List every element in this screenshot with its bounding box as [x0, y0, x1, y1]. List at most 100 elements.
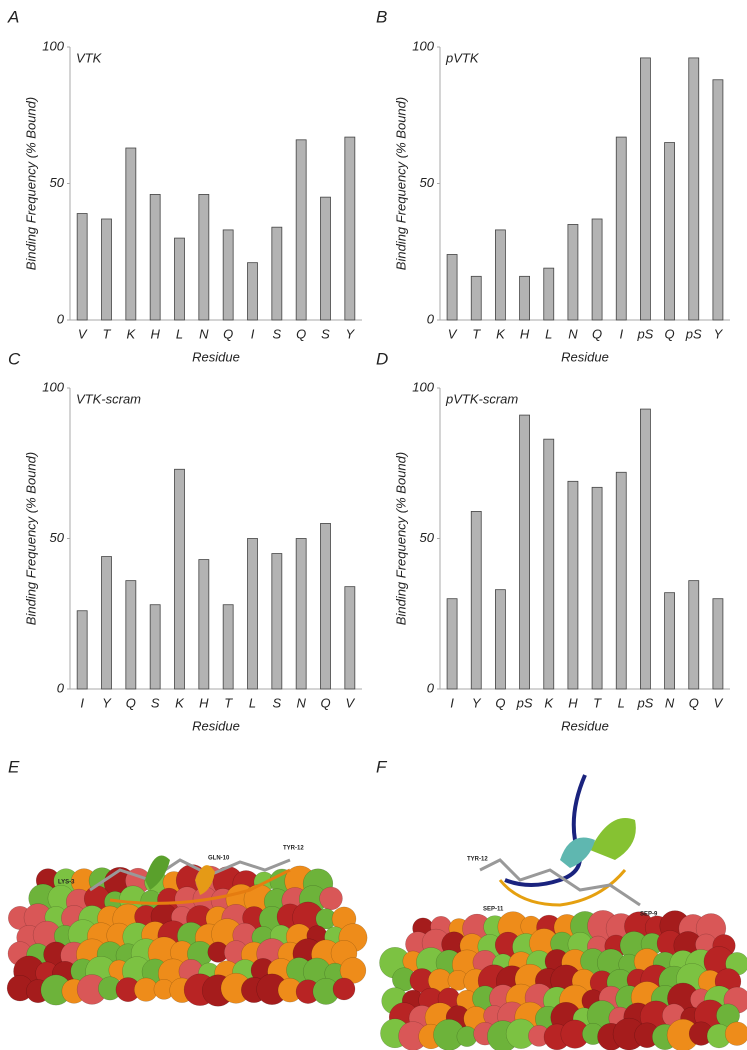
- x-tick-label: I: [80, 695, 84, 710]
- bar: [271, 226, 283, 321]
- x-tick-label: Q: [320, 695, 330, 710]
- bar: [640, 408, 651, 690]
- x-tick-label: V: [448, 326, 458, 341]
- bar: [688, 580, 700, 690]
- atom-sphere: [724, 1021, 747, 1046]
- bar: [76, 213, 88, 321]
- bar: [470, 511, 482, 690]
- x-axis-label: Residue: [561, 349, 609, 364]
- x-tick-label: T: [224, 695, 233, 710]
- bar: [174, 468, 185, 690]
- x-tick-label: Y: [472, 695, 482, 710]
- x-tick-label: Y: [714, 326, 724, 341]
- x-tick-label: Q: [665, 326, 675, 341]
- y-axis-label: Binding Frequency (% Bound): [393, 97, 408, 270]
- bar: [712, 598, 724, 690]
- bar: [149, 194, 161, 321]
- bar: [567, 480, 579, 690]
- residue-label: TYR-12: [467, 857, 488, 863]
- x-tick-label: K: [496, 326, 506, 341]
- y-axis-label: Binding Frequency (% Bound): [23, 97, 38, 270]
- x-tick-label: L: [618, 695, 625, 710]
- x-tick-label: Y: [345, 326, 355, 341]
- x-tick-label: T: [593, 695, 602, 710]
- bar: [640, 57, 651, 321]
- bar: [591, 218, 603, 321]
- y-tick-label: 50: [50, 175, 65, 190]
- bar: [664, 592, 675, 690]
- x-tick-label: N: [296, 695, 306, 710]
- bar: [519, 275, 530, 321]
- residue-label: LYS-3: [58, 880, 75, 886]
- x-axis-label: Residue: [192, 718, 240, 733]
- panel-label: F: [376, 757, 388, 776]
- bar: [149, 604, 161, 690]
- x-tick-label: S: [272, 695, 281, 710]
- bar: [446, 598, 458, 690]
- x-tick-label: L: [545, 326, 552, 341]
- x-tick-label: Y: [102, 695, 112, 710]
- bar: [295, 139, 307, 321]
- bar: [664, 142, 675, 321]
- x-tick-label: I: [619, 326, 623, 341]
- y-tick-label: 50: [420, 530, 435, 545]
- x-tick-label: pS: [636, 326, 653, 341]
- bar: [295, 538, 307, 690]
- bar: [320, 523, 331, 690]
- y-tick-label: 100: [42, 379, 64, 394]
- x-tick-label: N: [665, 695, 675, 710]
- residue-label: GLN-10: [208, 856, 230, 862]
- bar: [198, 194, 210, 321]
- atom-sphere: [332, 977, 356, 1001]
- x-tick-label: Q: [689, 695, 699, 710]
- x-tick-label: Q: [296, 326, 306, 341]
- bar: [591, 486, 603, 690]
- ribbon: [560, 837, 595, 868]
- residue-label: TYR-12: [283, 846, 304, 852]
- y-tick-label: 0: [427, 680, 435, 695]
- bar: [344, 586, 356, 690]
- x-tick-label: pS: [685, 326, 702, 341]
- x-tick-label: L: [249, 695, 256, 710]
- bar: [688, 57, 700, 321]
- panel-label: C: [8, 349, 21, 368]
- x-tick-label: I: [450, 695, 454, 710]
- residue-label: SEP-11: [483, 907, 504, 913]
- x-tick-label: K: [126, 326, 136, 341]
- x-tick-label: N: [199, 326, 209, 341]
- x-tick-label: pS: [516, 695, 533, 710]
- x-tick-label: S: [151, 695, 160, 710]
- ribbon: [590, 818, 636, 860]
- bar: [222, 604, 234, 690]
- bar: [76, 610, 88, 690]
- x-tick-label: V: [345, 695, 355, 710]
- bar: [543, 267, 555, 321]
- molecule: [479, 858, 641, 907]
- bar: [271, 553, 283, 690]
- x-tick-label: N: [568, 326, 578, 341]
- x-tick-label: Q: [126, 695, 136, 710]
- bar: [495, 229, 506, 321]
- y-tick-label: 50: [420, 175, 435, 190]
- x-tick-label: S: [321, 326, 330, 341]
- x-tick-label: K: [175, 695, 185, 710]
- y-axis-label: Binding Frequency (% Bound): [23, 452, 38, 625]
- bar: [495, 589, 506, 690]
- x-tick-label: Q: [495, 695, 505, 710]
- bar: [101, 556, 112, 690]
- panel-label: A: [7, 7, 19, 26]
- x-tick-label: T: [103, 326, 112, 341]
- chart-title: VTK: [76, 50, 103, 65]
- panel-label: E: [8, 757, 20, 776]
- bar: [101, 218, 112, 321]
- bar: [615, 471, 627, 690]
- bar: [320, 196, 331, 321]
- x-tick-label: V: [714, 695, 724, 710]
- x-tick-label: H: [568, 695, 578, 710]
- bar: [125, 147, 137, 321]
- bar: [174, 237, 185, 321]
- panel-label: B: [376, 7, 387, 26]
- bar: [615, 136, 627, 321]
- x-tick-label: H: [199, 695, 209, 710]
